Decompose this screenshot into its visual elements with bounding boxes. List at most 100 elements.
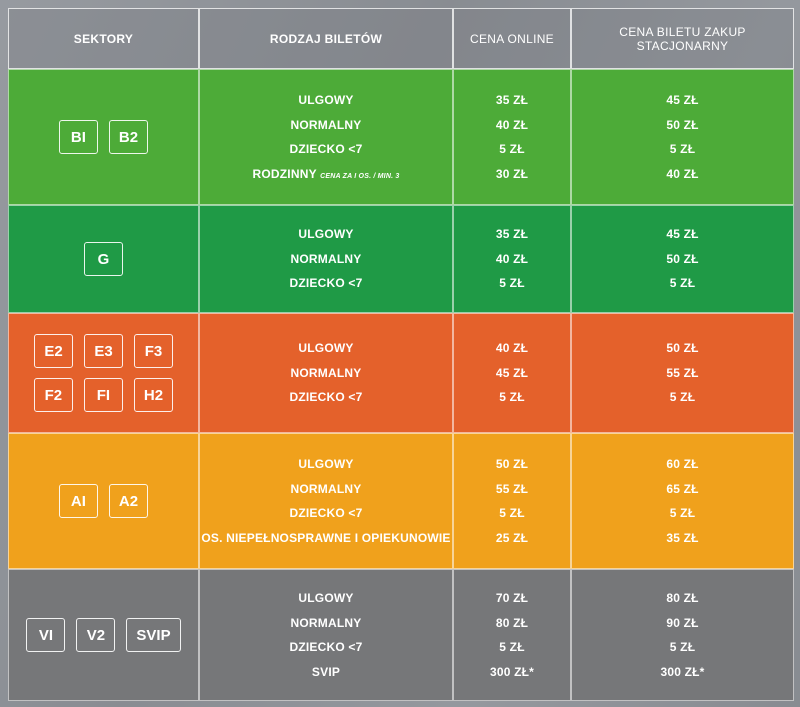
price-stationary-cell: 80 ZŁ 90 ZŁ 5 ZŁ 300 ZŁ* (571, 569, 794, 701)
ticket-type: DZIECKO <7 (289, 276, 363, 291)
sector-badge[interactable]: FI (83, 378, 123, 412)
price-stationary: 300 ZŁ* (660, 664, 705, 679)
price-stationary: 50 ZŁ (666, 341, 699, 356)
ticket-type: NORMALNY (290, 365, 362, 380)
group-row-e-f-h: E2 E3 F3 F2 FI H2 ULGOWY NORMALNY DZIECK… (8, 313, 794, 433)
ticket-type-with-note: RODZINNY CENA ZA I OS. / MIN. 3 (253, 162, 400, 187)
sector-badge[interactable]: G (84, 242, 123, 276)
sector-badge[interactable]: F3 (134, 334, 173, 368)
price-online-cell: 40 ZŁ 45 ZŁ 5 ZŁ (453, 313, 571, 433)
price-stationary: 5 ZŁ (669, 506, 696, 520)
price-online: 40 ZŁ (495, 341, 529, 356)
ticket-type-cell: ULGOWY NORMALNY DZIECKO <7 (199, 313, 453, 433)
price-stationary: 55 ZŁ (666, 365, 699, 380)
ticket-type: NORMALNY (290, 615, 362, 630)
sector-badge[interactable]: E2 (34, 334, 73, 368)
sectors-cell: AI A2 (8, 433, 199, 569)
price-online: 5 ZŁ (499, 390, 525, 405)
sector-list: G (19, 242, 189, 276)
ticket-type: ULGOWY (298, 227, 354, 242)
sector-list: AI A2 (19, 484, 189, 518)
group-row-a: AI A2 ULGOWY NORMALNY DZIECKO <7 OS. NIE… (8, 433, 794, 569)
price-online: 40 ZŁ (495, 251, 529, 266)
ticket-type: DZIECKO <7 (289, 390, 363, 405)
group-row-g: G ULGOWY NORMALNY DZIECKO <7 35 ZŁ 40 ZŁ… (8, 205, 794, 313)
price-stationary-cell: 45 ZŁ 50 ZŁ 5 ZŁ 40 ZŁ (571, 69, 794, 205)
price-stationary: 5 ZŁ (669, 640, 696, 654)
sector-badge[interactable]: V2 (76, 618, 116, 652)
price-online: 35 ZŁ (495, 93, 529, 107)
ticket-type: NORMALNY (290, 481, 362, 496)
price-stationary: 50 ZŁ (666, 251, 699, 266)
sector-badge[interactable]: E3 (84, 334, 123, 368)
ticket-type: ULGOWY (298, 341, 354, 356)
price-online: 40 ZŁ (495, 117, 529, 132)
sector-badge[interactable]: F2 (33, 378, 73, 412)
price-online: 80 ZŁ (495, 615, 529, 630)
group-row-vip: VI V2 SVIP ULGOWY NORMALNY DZIECKO <7 SV… (8, 569, 794, 701)
price-online: 50 ZŁ (495, 457, 529, 471)
sector-list: VI V2 SVIP (19, 618, 189, 652)
price-online-cell: 35 ZŁ 40 ZŁ 5 ZŁ (453, 205, 571, 313)
price-stationary: 5 ZŁ (669, 390, 696, 405)
price-online: 300 ZŁ* (489, 664, 535, 679)
ticket-type: NORMALNY (290, 117, 362, 132)
price-online-cell: 35 ZŁ 40 ZŁ 5 ZŁ 30 ZŁ (453, 69, 571, 205)
price-stationary: 90 ZŁ (666, 615, 699, 630)
price-stationary-cell: 50 ZŁ 55 ZŁ 5 ZŁ (571, 313, 794, 433)
ticket-type: ULGOWY (298, 591, 354, 605)
sectors-cell: E2 E3 F3 F2 FI H2 (8, 313, 199, 433)
header-price-online: CENA ONLINE (453, 8, 571, 69)
price-online: 35 ZŁ (495, 227, 529, 242)
ticket-note: CENA ZA I OS. / MIN. 3 (320, 172, 400, 180)
sector-badge[interactable]: SVIP (126, 618, 181, 652)
sector-badge[interactable]: B2 (108, 120, 149, 154)
ticket-type: NORMALNY (290, 251, 362, 266)
sectors-cell: VI V2 SVIP (8, 569, 199, 701)
price-online: 30 ZŁ (495, 166, 529, 181)
price-online: 70 ZŁ (495, 591, 529, 605)
header-ticket-type: RODZAJ BILETÓW (199, 8, 453, 69)
sector-list: BI B2 (19, 120, 189, 154)
sector-badge[interactable]: VI (26, 618, 66, 652)
ticket-type-cell: ULGOWY NORMALNY DZIECKO <7 RODZINNY CENA… (199, 69, 453, 205)
price-stationary: 60 ZŁ (666, 457, 699, 471)
ticket-type: ULGOWY (298, 457, 354, 471)
price-stationary: 40 ZŁ (666, 166, 699, 181)
ticket-type: DZIECKO <7 (289, 506, 363, 520)
header-sectors: SEKTORY (8, 8, 199, 69)
sector-badge[interactable]: A2 (108, 484, 149, 518)
sector-badge[interactable]: H2 (133, 378, 174, 412)
ticket-type: DZIECKO <7 (289, 640, 363, 654)
sector-badge[interactable]: BI (58, 120, 98, 154)
price-stationary: 80 ZŁ (666, 591, 699, 605)
sectors-cell: G (8, 205, 199, 313)
price-stationary: 5 ZŁ (669, 142, 696, 156)
ticket-type-cell: ULGOWY NORMALNY DZIECKO <7 (199, 205, 453, 313)
price-online: 5 ZŁ (499, 506, 525, 520)
group-row-b: BI B2 ULGOWY NORMALNY DZIECKO <7 RODZINN… (8, 69, 794, 205)
price-online: 5 ZŁ (499, 276, 525, 291)
price-stationary-cell: 45 ZŁ 50 ZŁ 5 ZŁ (571, 205, 794, 313)
price-online-cell: 70 ZŁ 80 ZŁ 5 ZŁ 300 ZŁ* (453, 569, 571, 701)
sector-list: E2 E3 F3 F2 FI H2 (19, 334, 189, 412)
sector-badge[interactable]: AI (58, 484, 98, 518)
price-online: 25 ZŁ (495, 530, 529, 545)
price-stationary: 65 ZŁ (666, 481, 699, 496)
price-online: 45 ZŁ (495, 365, 529, 380)
ticket-type-cell: ULGOWY NORMALNY DZIECKO <7 SVIP (199, 569, 453, 701)
ticket-type: DZIECKO <7 (289, 142, 363, 156)
ticket-type-cell: ULGOWY NORMALNY DZIECKO <7 OS. NIEPEŁNOS… (199, 433, 453, 569)
ticket-type: SVIP (311, 664, 341, 679)
price-stationary: 45 ZŁ (666, 93, 699, 107)
price-online-cell: 50 ZŁ 55 ZŁ 5 ZŁ 25 ZŁ (453, 433, 571, 569)
price-online: 5 ZŁ (499, 142, 525, 156)
price-stationary: 45 ZŁ (666, 227, 699, 242)
ticket-type: RODZINNY (252, 166, 317, 181)
ticket-price-table: SEKTORY RODZAJ BILETÓW CENA ONLINE CENA … (8, 8, 794, 701)
sectors-cell: BI B2 (8, 69, 199, 205)
price-stationary: 50 ZŁ (666, 117, 699, 132)
price-online: 55 ZŁ (495, 481, 529, 496)
ticket-type: OS. NIEPEŁNOSPRAWNE I OPIEKUNOWIE (201, 530, 451, 545)
price-stationary-cell: 60 ZŁ 65 ZŁ 5 ZŁ 35 ZŁ (571, 433, 794, 569)
